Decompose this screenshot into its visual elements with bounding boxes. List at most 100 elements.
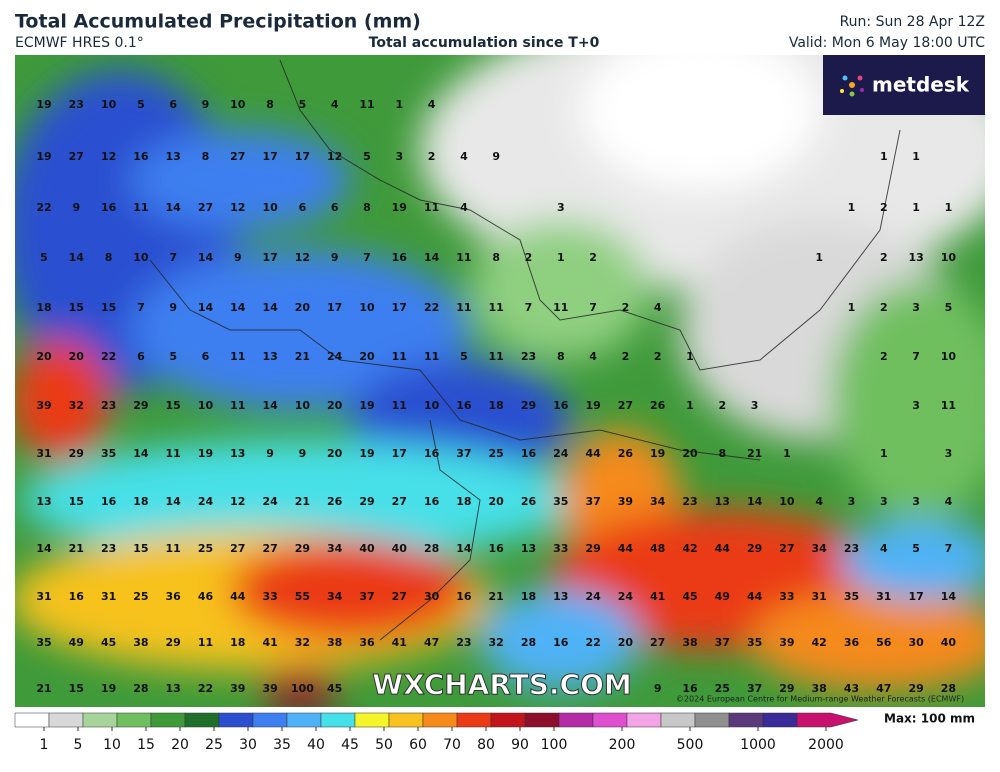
- grid-value: 3: [848, 495, 856, 508]
- grid-value: 16: [553, 636, 569, 649]
- grid-value: 31: [36, 590, 51, 603]
- grid-value: 10: [941, 350, 957, 363]
- grid-value: 1: [848, 301, 856, 314]
- grid-value: 35: [553, 495, 568, 508]
- grid-value: 20: [618, 636, 634, 649]
- colorbar-swatch: [490, 712, 526, 728]
- grid-value: 16: [424, 495, 440, 508]
- grid-value: 17: [262, 150, 277, 163]
- grid-value: 33: [553, 542, 568, 555]
- grid-value: 11: [359, 98, 374, 111]
- grid-value: 19: [359, 399, 374, 412]
- grid-value: 41: [392, 636, 407, 649]
- grid-value: 3: [751, 399, 759, 412]
- map: [15, 55, 985, 707]
- grid-value: 38: [682, 636, 697, 649]
- grid-value: 31: [101, 590, 116, 603]
- grid-value: 2: [428, 150, 436, 163]
- grid-value: 14: [198, 301, 214, 314]
- grid-value: 18: [489, 399, 504, 412]
- colorbar-swatch: [150, 712, 186, 728]
- grid-value: 9: [492, 150, 500, 163]
- grid-value: 11: [456, 301, 471, 314]
- colorbar-swatch: [694, 712, 730, 728]
- grid-value: 44: [715, 542, 731, 555]
- grid-value: 39: [230, 682, 245, 695]
- colorbar-swatch: [116, 712, 152, 728]
- grid-value: 13: [715, 495, 730, 508]
- grid-value: 22: [198, 682, 213, 695]
- grid-value: 8: [492, 251, 500, 264]
- grid-value: 15: [166, 399, 181, 412]
- valid-time: Valid: Mon 6 May 18:00 UTC: [789, 35, 985, 51]
- grid-value: 44: [230, 590, 246, 603]
- grid-value: 12: [230, 201, 245, 214]
- colorbar-swatch: [286, 712, 322, 728]
- grid-value: 38: [133, 636, 148, 649]
- grid-value: 28: [521, 636, 536, 649]
- grid-value: 4: [654, 301, 662, 314]
- grid-value: 56: [876, 636, 892, 649]
- grid-value: 7: [589, 301, 597, 314]
- grid-value: 38: [327, 636, 342, 649]
- grid-value: 37: [359, 590, 374, 603]
- colorbar-swatch: [762, 712, 798, 728]
- grid-value: 17: [295, 150, 310, 163]
- colorbar-swatch: [354, 712, 390, 728]
- grid-value: 34: [812, 542, 828, 555]
- grid-value: 24: [618, 590, 634, 603]
- grid-value: 27: [392, 495, 407, 508]
- grid-value: 9: [202, 98, 210, 111]
- grid-value: 14: [262, 399, 278, 412]
- grid-value: 6: [202, 350, 210, 363]
- grid-value: 40: [392, 542, 408, 555]
- grid-value: 1: [912, 150, 920, 163]
- grid-value: 11: [166, 542, 181, 555]
- colorbar-label: 5: [74, 737, 83, 753]
- grid-value: 13: [230, 447, 245, 460]
- colorbar: 1 5 10 15 20 25 30 35 40 45 50 60 70 80 90 100 200 500 100…: [14, 712, 859, 753]
- colorbar-label: 70: [443, 737, 461, 753]
- colorbar-swatch: [320, 712, 356, 728]
- grid-value: 20: [682, 447, 698, 460]
- grid-value: 10: [101, 98, 117, 111]
- grid-value: 31: [36, 447, 51, 460]
- grid-value: 2: [718, 399, 726, 412]
- grid-value: 17: [262, 251, 277, 264]
- grid-value: 3: [912, 301, 920, 314]
- grid-value: 27: [650, 636, 665, 649]
- grid-value: 17: [908, 590, 923, 603]
- grid-value: 29: [69, 447, 84, 460]
- grid-value: 14: [424, 251, 440, 264]
- grid-value: 28: [941, 682, 956, 695]
- grid-value: 29: [908, 682, 923, 695]
- grid-value: 5: [460, 350, 468, 363]
- grid-value: 40: [941, 636, 957, 649]
- colorbar-label: 80: [477, 737, 495, 753]
- grid-value: 35: [747, 636, 762, 649]
- grid-value: 11: [424, 201, 439, 214]
- grid-value: 13: [262, 350, 277, 363]
- grid-value: 27: [779, 542, 794, 555]
- grid-value: 10: [424, 399, 440, 412]
- grid-value: 28: [133, 682, 148, 695]
- grid-value: 6: [331, 201, 339, 214]
- grid-value: 29: [359, 495, 374, 508]
- grid-value: 32: [69, 399, 84, 412]
- grid-value: 22: [424, 301, 439, 314]
- grid-value: 5: [363, 150, 371, 163]
- grid-value: 35: [36, 636, 51, 649]
- grid-value: 31: [876, 590, 891, 603]
- grid-value: 16: [101, 201, 117, 214]
- grid-value: 26: [521, 495, 537, 508]
- grid-value: 10: [941, 251, 957, 264]
- grid-value: 24: [553, 447, 569, 460]
- grid-value: 16: [456, 590, 472, 603]
- colorbar-label: 45: [341, 737, 359, 753]
- colorbar-label: 2000: [808, 737, 844, 753]
- grid-value: 25: [715, 682, 730, 695]
- grid-value: 18: [230, 636, 245, 649]
- colorbar-swatch: [218, 712, 254, 728]
- grid-value: 15: [69, 682, 84, 695]
- grid-value: 18: [521, 590, 536, 603]
